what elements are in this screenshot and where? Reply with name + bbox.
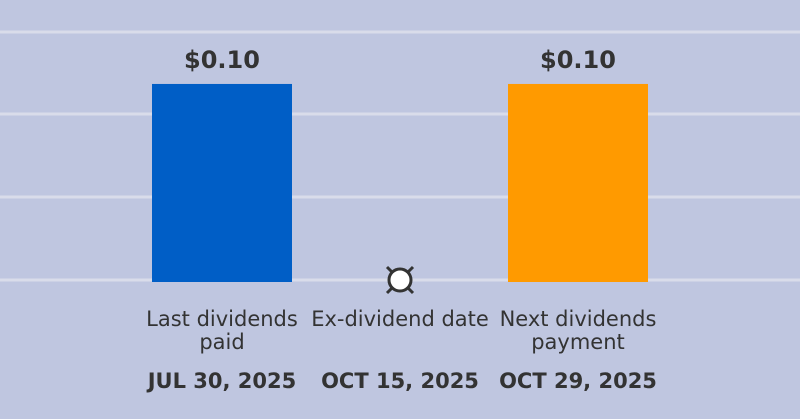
bar xyxy=(152,83,292,282)
category-label: Ex-dividend date xyxy=(311,307,489,331)
bar xyxy=(508,83,648,282)
grid xyxy=(0,30,800,282)
value-label: $0.10 xyxy=(540,46,616,74)
date-label: OCT 15, 2025 xyxy=(321,369,479,393)
marker-circle xyxy=(387,267,413,293)
date-label: OCT 29, 2025 xyxy=(499,369,657,393)
category-label: Last dividends paid xyxy=(146,307,298,354)
date-label: JUL 30, 2025 xyxy=(147,369,297,393)
value-label: $0.10 xyxy=(184,46,260,74)
category-label: Next dividends payment xyxy=(499,307,657,354)
ex-dividend-marker xyxy=(385,265,415,295)
